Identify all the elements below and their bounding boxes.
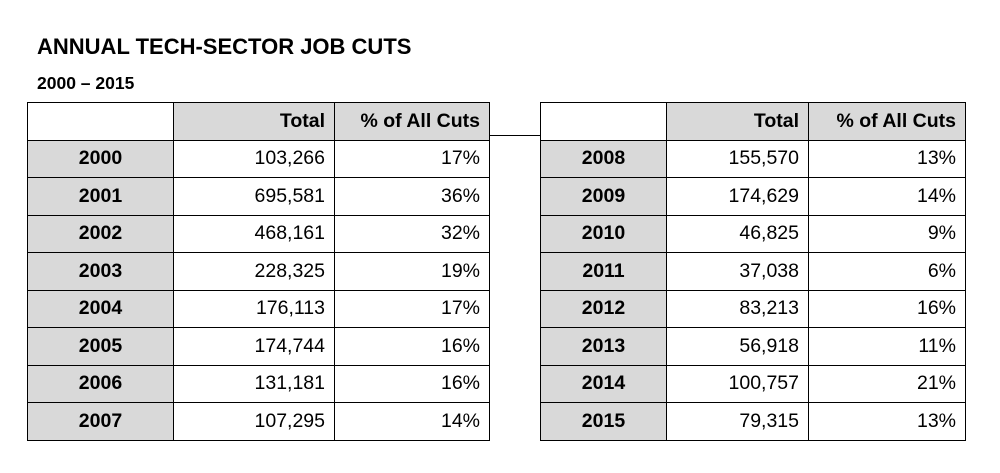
table-row: 2000 103,266 17%	[27, 139, 490, 178]
column-header-total: Total	[666, 102, 809, 141]
total-cell: 107,295	[173, 402, 335, 441]
year-cell: 2006	[27, 364, 174, 403]
table-row: 2004 176,113 17%	[27, 289, 490, 328]
year-cell: 2007	[27, 402, 174, 441]
year-cell: 2004	[27, 289, 174, 328]
table-row: 2008 155,570 13%	[540, 139, 966, 178]
column-header-total: Total	[173, 102, 335, 141]
year-cell: 2011	[540, 252, 667, 291]
pct-cell: 6%	[808, 252, 966, 291]
year-cell: 2015	[540, 402, 667, 441]
year-cell: 2014	[540, 364, 667, 403]
total-cell: 174,629	[666, 177, 809, 216]
total-cell: 79,315	[666, 402, 809, 441]
total-cell: 37,038	[666, 252, 809, 291]
pct-cell: 14%	[334, 402, 490, 441]
pct-cell: 16%	[334, 327, 490, 366]
total-cell: 46,825	[666, 214, 809, 253]
total-cell: 131,181	[173, 364, 335, 403]
year-cell: 2001	[27, 177, 174, 216]
year-cell: 2008	[540, 139, 667, 178]
table-row: 2002 468,161 32%	[27, 214, 490, 253]
total-cell: 468,161	[173, 214, 335, 253]
table-row: 2007 107,295 14%	[27, 402, 490, 441]
table-connector-line	[489, 135, 540, 136]
pct-cell: 14%	[808, 177, 966, 216]
job-cuts-table-left: Total % of All Cuts 2000 103,266 17% 2001 69…	[27, 102, 490, 441]
total-cell: 695,581	[173, 177, 335, 216]
table-row: 2009 174,629 14%	[540, 177, 966, 216]
total-cell: 103,266	[173, 139, 335, 178]
table-row: 2011 37,038 6%	[540, 252, 966, 291]
total-cell: 155,570	[666, 139, 809, 178]
pct-cell: 36%	[334, 177, 490, 216]
year-cell: 2002	[27, 214, 174, 253]
year-cell: 2012	[540, 289, 667, 328]
pct-cell: 13%	[808, 139, 966, 178]
table-header-row: Total % of All Cuts	[540, 102, 966, 141]
year-cell: 2010	[540, 214, 667, 253]
year-cell: 2005	[27, 327, 174, 366]
total-cell: 174,744	[173, 327, 335, 366]
table-row: 2014 100,757 21%	[540, 364, 966, 403]
pct-cell: 16%	[334, 364, 490, 403]
page-title: ANNUAL TECH-SECTOR JOB CUTS	[37, 34, 412, 59]
total-cell: 176,113	[173, 289, 335, 328]
pct-cell: 19%	[334, 252, 490, 291]
table-row: 2012 83,213 16%	[540, 289, 966, 328]
pct-cell: 32%	[334, 214, 490, 253]
table-row: 2003 228,325 19%	[27, 252, 490, 291]
year-cell: 2000	[27, 139, 174, 178]
table-row: 2006 131,181 16%	[27, 364, 490, 403]
year-cell: 2013	[540, 327, 667, 366]
pct-cell: 13%	[808, 402, 966, 441]
pct-cell: 17%	[334, 139, 490, 178]
pct-cell: 16%	[808, 289, 966, 328]
total-cell: 100,757	[666, 364, 809, 403]
pct-cell: 21%	[808, 364, 966, 403]
table-body-left: 2000 103,266 17% 2001 695,581 36% 2002 468,161 3…	[27, 139, 490, 441]
table-row: 2015 79,315 13%	[540, 402, 966, 441]
page-subtitle: 2000 – 2015	[37, 73, 135, 93]
pct-cell: 17%	[334, 289, 490, 328]
table-row: 2001 695,581 36%	[27, 177, 490, 216]
table-body-right: 2008 155,570 13% 2009 174,629 14% 2010 46,825 9%…	[540, 139, 966, 441]
header-corner-cell	[27, 102, 174, 141]
total-cell: 228,325	[173, 252, 335, 291]
column-header-pct: % of All Cuts	[334, 102, 490, 141]
table-row: 2013 56,918 11%	[540, 327, 966, 366]
total-cell: 83,213	[666, 289, 809, 328]
pct-cell: 11%	[808, 327, 966, 366]
year-cell: 2003	[27, 252, 174, 291]
table-row: 2005 174,744 16%	[27, 327, 490, 366]
table-row: 2010 46,825 9%	[540, 214, 966, 253]
table-header-row: Total % of All Cuts	[27, 102, 490, 141]
year-cell: 2009	[540, 177, 667, 216]
column-header-pct: % of All Cuts	[808, 102, 966, 141]
total-cell: 56,918	[666, 327, 809, 366]
job-cuts-table-right: Total % of All Cuts 2008 155,570 13% 2009 17…	[540, 102, 966, 441]
header-corner-cell	[540, 102, 667, 141]
pct-cell: 9%	[808, 214, 966, 253]
